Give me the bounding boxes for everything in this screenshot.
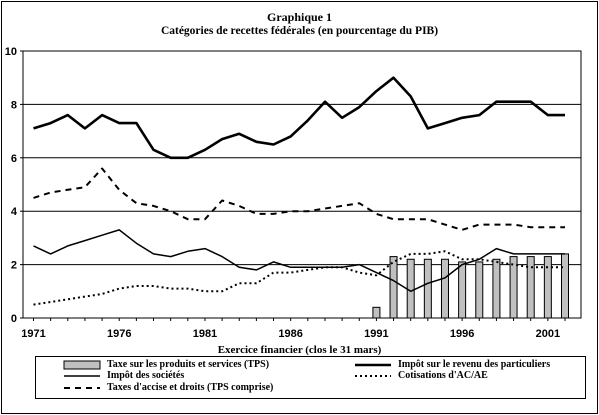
legend-swatch-dashed-line-icon	[64, 387, 100, 389]
chart-subtitle: Catégories de recettes fédérales (en pou…	[160, 25, 439, 37]
x-tick-label-1976: 1976	[107, 328, 131, 340]
bar-tps-2002	[561, 253, 569, 319]
y-tick-label-4: 4	[11, 206, 18, 218]
bar-tps-2001	[543, 256, 552, 319]
bar-tps-1994	[423, 258, 432, 319]
bar-tps-1996	[458, 261, 467, 319]
bar-tps-1992	[389, 256, 398, 319]
y-tick-label-2: 2	[11, 260, 17, 272]
line-corporate	[33, 229, 565, 293]
bar-tps-1999	[509, 256, 518, 319]
x-tick-label-1991: 1991	[364, 328, 388, 340]
line-personal-income	[33, 76, 565, 160]
x-tick-label-1996: 1996	[450, 328, 474, 340]
legend-label-excise: Taxes d'accise et droits (TPS comprise)	[107, 382, 274, 393]
x-tick-label-1986: 1986	[278, 328, 302, 340]
x-tick-label-2001: 2001	[536, 328, 560, 340]
y-tick-label-10: 10	[5, 46, 17, 58]
x-axis-label: Exercice financier (clos le 31 mars)	[217, 344, 382, 356]
plot-area	[22, 50, 582, 319]
legend-swatch-dotted-line-icon	[355, 375, 391, 377]
legend-label-ei: Cotisations d'AC/AE	[398, 370, 488, 381]
legend-swatch-thick-line-icon	[355, 363, 391, 367]
line-ei	[33, 250, 565, 306]
legend-label-personal: Impôt sur le revenu des particuliers	[398, 359, 551, 370]
legend: Taxe sur les produits et services (TPS) …	[35, 356, 586, 399]
y-tick-label-6: 6	[11, 153, 17, 165]
bar-tps-1993	[406, 258, 415, 319]
bar-tps-1995	[440, 258, 449, 319]
bar-tps-2000	[526, 256, 535, 319]
x-tick-label-1981: 1981	[193, 328, 217, 340]
legend-label-tps: Taxe sur les produits et services (TPS)	[107, 359, 270, 370]
bar-tps-1998	[492, 258, 501, 319]
legend-swatch-thin-line-icon	[64, 375, 100, 377]
y-tick-label-0: 0	[11, 313, 17, 325]
line-excise	[33, 167, 565, 231]
legend-swatch-bar-icon	[63, 360, 101, 370]
legend-label-corporate: Impôt des sociétés	[107, 370, 185, 381]
chart-title: Graphique 1	[266, 10, 332, 24]
bar-tps-1991	[372, 306, 381, 319]
x-tick-label-1971: 1971	[21, 328, 45, 340]
y-tick-label-8: 8	[11, 99, 17, 111]
bar-tps-1997	[475, 261, 484, 319]
